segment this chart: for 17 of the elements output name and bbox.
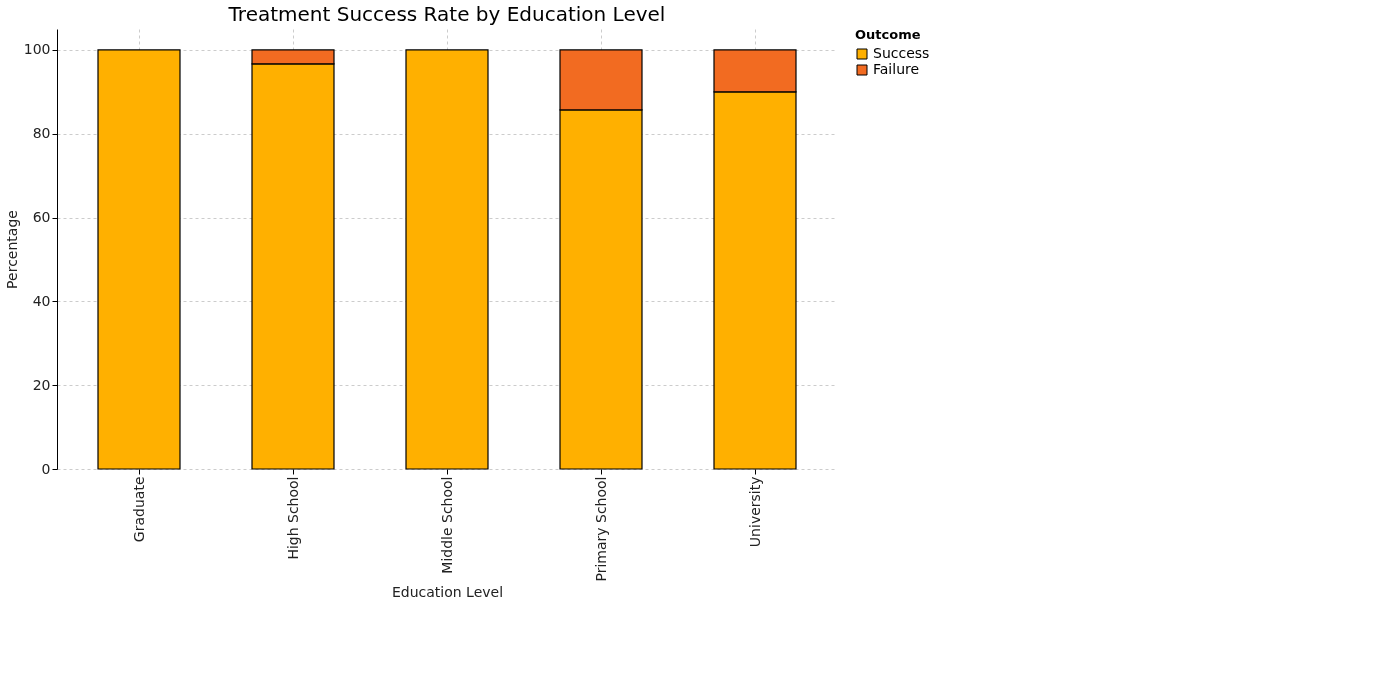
x-tick-label: Primary School [592, 476, 609, 582]
y-tick-label: 0 [41, 460, 51, 477]
y-tick-label: 100 [23, 41, 51, 58]
y-tick-label: 60 [32, 209, 51, 226]
chart-title: Treatment Success Rate by Education Level [227, 2, 666, 26]
x-tick-label: Middle School [438, 476, 455, 574]
y-tick-label: 40 [32, 292, 51, 309]
x-axis-title: Education Level [391, 583, 504, 600]
x-tick-label: University [746, 476, 763, 548]
y-axis-title: Percentage [3, 210, 20, 289]
legend-title: Outcome [855, 27, 921, 42]
legend-label: Failure [873, 61, 920, 77]
legend-label: Success [873, 45, 930, 61]
y-tick-label: 20 [32, 376, 51, 393]
x-tick-label: Graduate [130, 476, 147, 543]
x-tick-label: High School [284, 476, 301, 560]
y-tick-label: 80 [32, 125, 51, 142]
